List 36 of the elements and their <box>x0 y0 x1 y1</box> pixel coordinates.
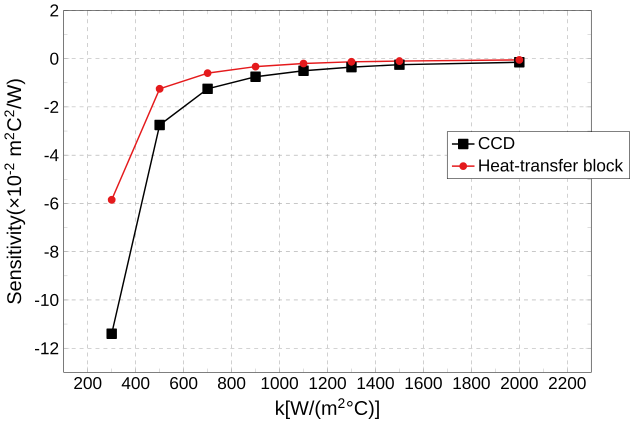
y-tick-label: 0 <box>50 52 58 65</box>
y-tick-label: -12 <box>34 342 58 354</box>
y-tick-label: -10 <box>34 294 58 306</box>
point <box>250 71 261 82</box>
point <box>396 56 404 65</box>
legend-label: CCD <box>478 136 514 149</box>
point <box>348 58 356 66</box>
point <box>156 84 164 93</box>
y-tick-label: -8 <box>44 245 58 258</box>
x-tick-label: 1800 <box>454 376 490 389</box>
x-tick-label: 400 <box>122 376 150 389</box>
point <box>106 328 117 339</box>
point <box>300 59 308 68</box>
x-tick-label: 1000 <box>262 376 298 389</box>
x-tick-label: 800 <box>218 376 246 389</box>
x-tick-label: 1400 <box>358 376 394 389</box>
x-tick-label: 200 <box>74 376 102 389</box>
y-tick-label: -4 <box>44 149 59 161</box>
x-tick-label: 2000 <box>501 376 538 389</box>
y-axis-title: Sensitivity(×10$^{-2}$ m$^{2}$C$^{2}$/W) <box>4 79 26 304</box>
x-tick-label: 1600 <box>406 376 442 389</box>
point <box>252 62 260 70</box>
y-tick-label: 2 <box>50 4 58 16</box>
point <box>515 56 524 64</box>
x-axis-title: k[W/(m$^{2}$°C)] <box>276 398 379 419</box>
legend-label: Heat-transfer block <box>479 158 624 172</box>
x-tick-label: 600 <box>170 376 198 389</box>
x-tick-label: 1200 <box>310 376 346 389</box>
y-tick-label: -6 <box>44 197 58 210</box>
point <box>204 69 212 77</box>
point <box>298 65 309 76</box>
point <box>202 83 213 94</box>
point <box>154 120 165 130</box>
point <box>108 196 116 204</box>
x-tick-label: 2200 <box>549 376 586 389</box>
y-tick-label: -2 <box>44 100 58 113</box>
